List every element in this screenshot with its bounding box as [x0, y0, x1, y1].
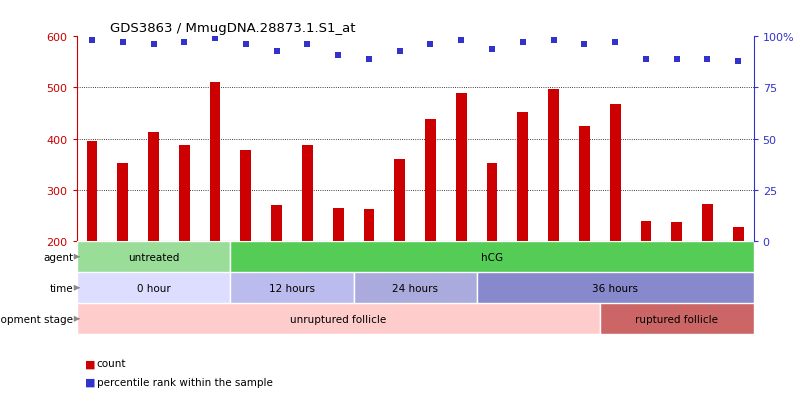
Text: development stage: development stage	[0, 314, 73, 324]
Bar	[487, 164, 497, 242]
Text: percentile rank within the sample: percentile rank within the sample	[97, 377, 272, 387]
Text: ruptured follicle: ruptured follicle	[635, 314, 718, 324]
Bar	[394, 160, 405, 242]
Bar	[702, 205, 713, 242]
Bar	[671, 223, 682, 242]
Bar	[517, 113, 528, 242]
Text: time: time	[49, 283, 73, 293]
Bar	[210, 83, 220, 242]
Bar	[733, 227, 744, 242]
Bar	[425, 120, 436, 242]
Bar	[118, 164, 128, 242]
Text: 0 hour: 0 hour	[137, 283, 170, 293]
Bar	[333, 209, 343, 242]
Bar	[641, 221, 651, 242]
Text: GDS3863 / MmugDNA.28873.1.S1_at: GDS3863 / MmugDNA.28873.1.S1_at	[110, 21, 356, 35]
Bar	[271, 206, 282, 242]
Bar	[240, 151, 251, 242]
Text: ■: ■	[85, 377, 95, 387]
Bar	[231, 273, 354, 304]
Text: 24 hours: 24 hours	[392, 283, 438, 293]
Bar	[579, 127, 590, 242]
Bar	[148, 133, 159, 242]
Bar	[179, 145, 189, 242]
Text: hCG: hCG	[481, 252, 503, 262]
Bar	[476, 273, 754, 304]
Bar	[77, 273, 231, 304]
Text: unruptured follicle: unruptured follicle	[290, 314, 386, 324]
Bar	[609, 104, 621, 242]
Bar	[364, 210, 374, 242]
Bar	[456, 93, 467, 242]
Bar	[231, 242, 754, 273]
Bar	[302, 145, 313, 242]
Bar	[354, 273, 476, 304]
Text: agent: agent	[43, 252, 73, 262]
Text: 12 hours: 12 hours	[269, 283, 315, 293]
Text: untreated: untreated	[128, 252, 179, 262]
Bar	[548, 89, 559, 242]
Text: ■: ■	[85, 358, 95, 368]
Bar	[86, 142, 98, 242]
Bar	[77, 242, 231, 273]
Text: 36 hours: 36 hours	[592, 283, 638, 293]
Bar	[600, 304, 754, 335]
Text: count: count	[97, 358, 127, 368]
Bar	[77, 304, 600, 335]
